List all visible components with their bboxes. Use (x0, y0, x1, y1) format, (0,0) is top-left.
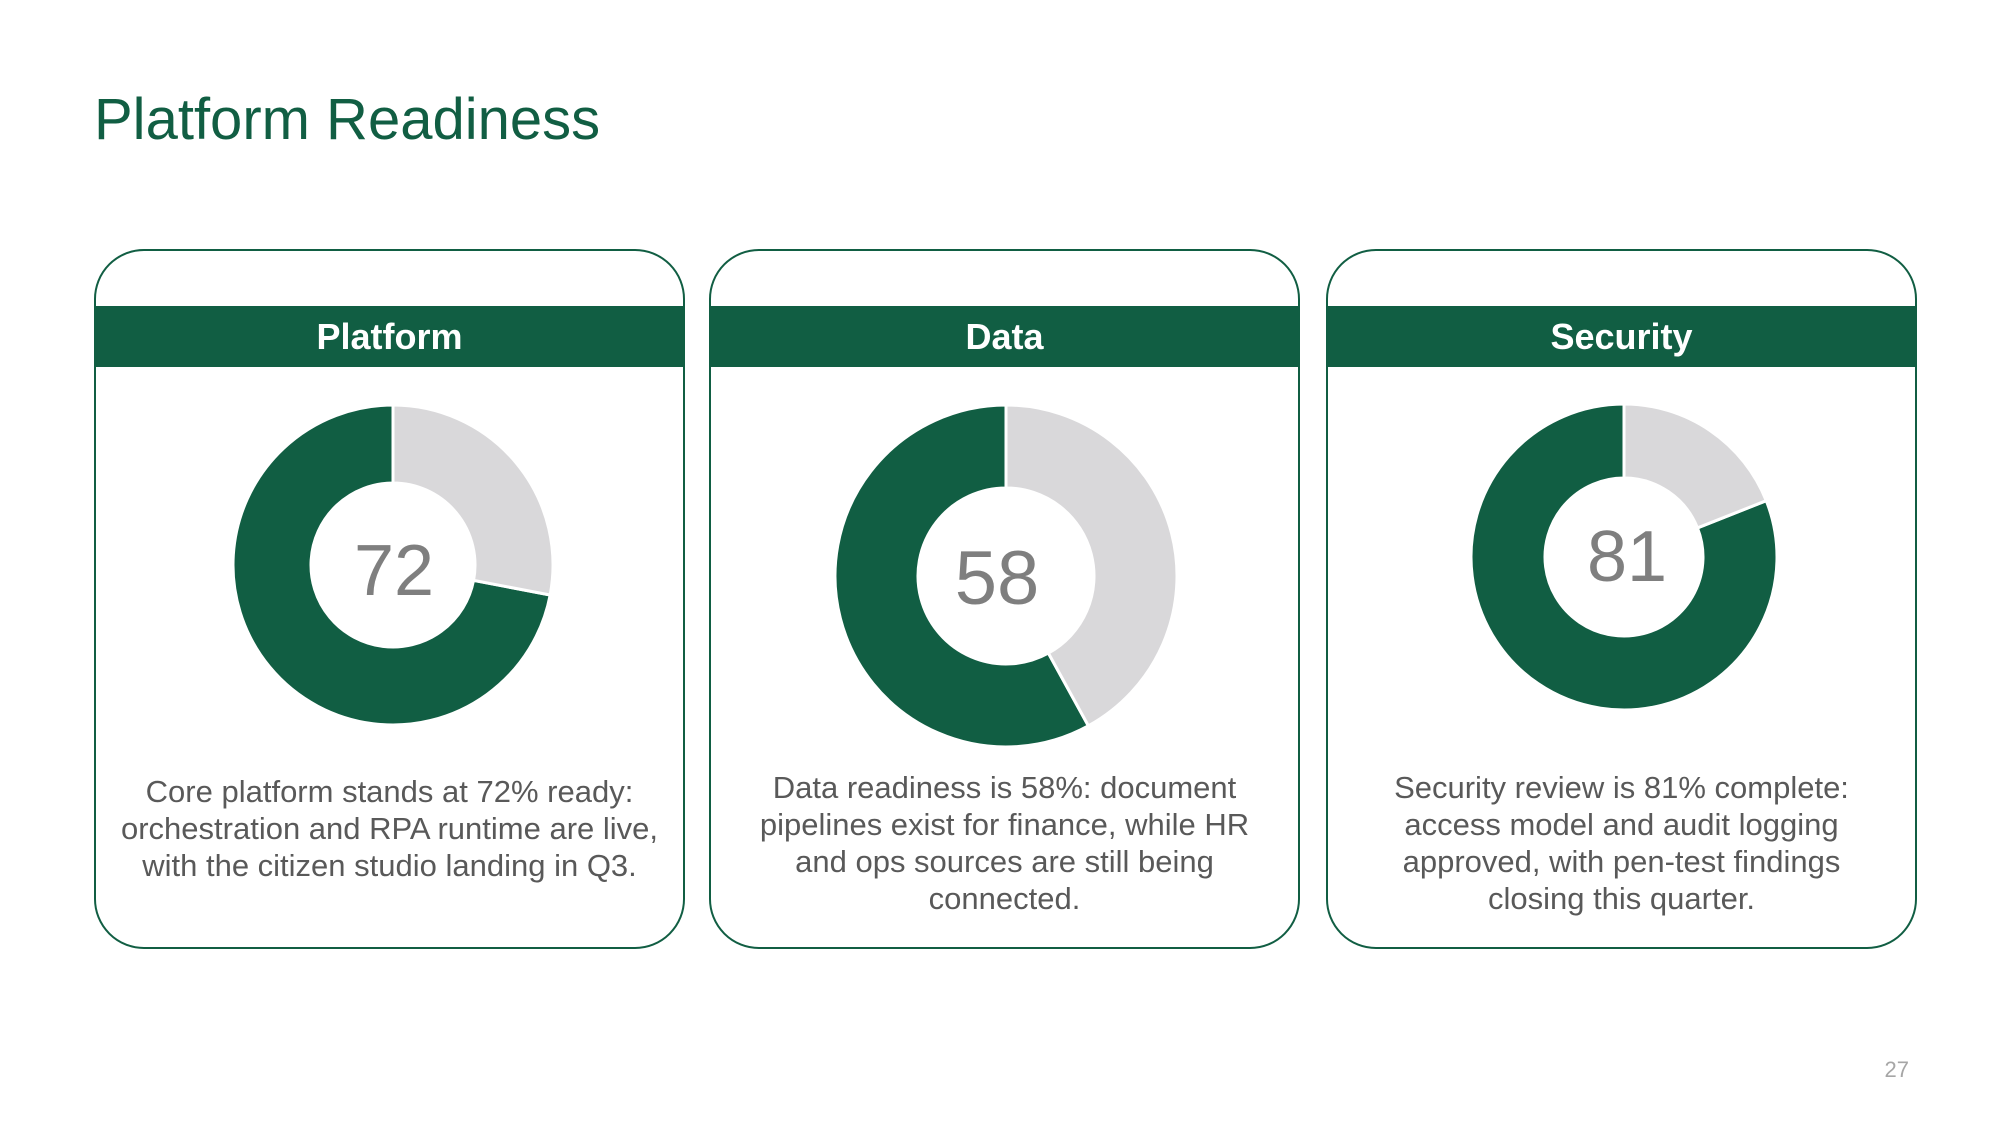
donut-segment-ready (231, 403, 552, 727)
donut-center-value: 58 (955, 536, 1040, 621)
donut-center-value: 81 (1587, 517, 1667, 597)
platform-donut-chart: 72 (231, 403, 555, 727)
card-header: Platform (96, 306, 683, 367)
page-number: 27 (1884, 1057, 1909, 1082)
security-card: Security 81 Security review is 81% compl… (1326, 249, 1917, 949)
platform-card: Platform 72 Core platform stands at 72% … (94, 249, 685, 949)
donut-segment-remaining (1622, 402, 1769, 530)
security-donut-chart: 81 (1469, 402, 1779, 712)
card-description: Data readiness is 58%: document pipeline… (759, 770, 1250, 916)
card-header: Security (1328, 306, 1915, 367)
slide-title: Platform Readiness (94, 87, 601, 152)
card-description: Security review is 81% complete: access … (1394, 770, 1849, 916)
donut-center-value: 72 (354, 531, 434, 611)
donut-segment-remaining (391, 403, 555, 597)
data-card: Data 58 Data readiness is 58%: document … (709, 249, 1300, 949)
data-donut-chart: 58 (833, 403, 1179, 749)
card-description: Core platform stands at 72% ready: orche… (120, 774, 659, 883)
donut-segment-ready (1469, 402, 1779, 712)
card-header: Data (711, 306, 1298, 367)
donut-segment-ready (833, 403, 1091, 749)
donut-segment-remaining (1004, 403, 1179, 728)
